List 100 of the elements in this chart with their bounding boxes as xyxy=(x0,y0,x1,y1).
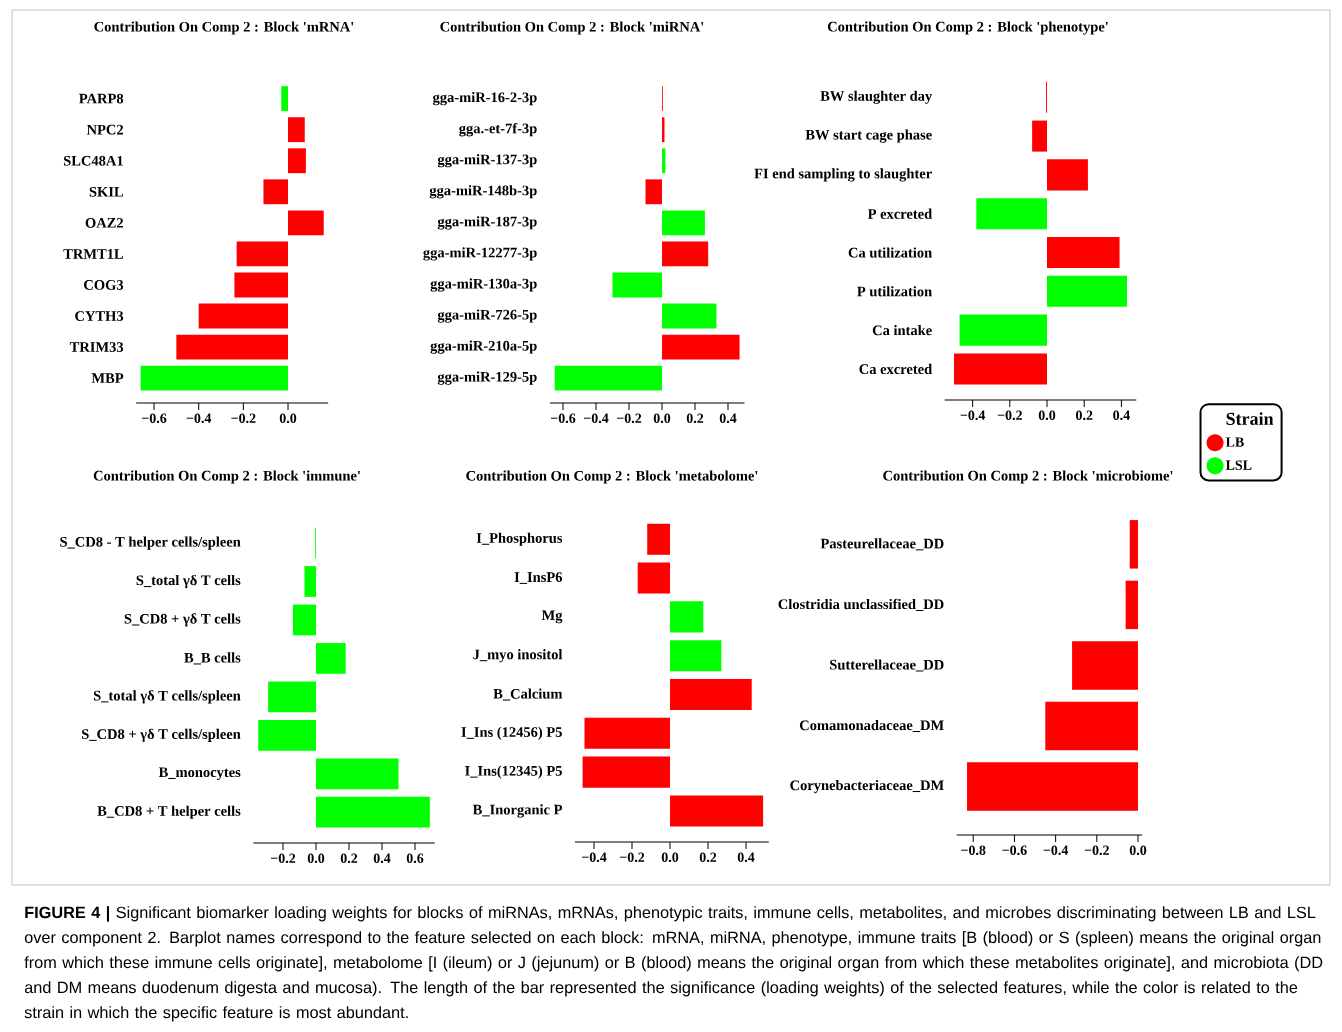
x-tick-label: 0.0 xyxy=(661,852,679,863)
x-tick-label: −0.2 xyxy=(617,413,642,424)
bar xyxy=(662,210,705,236)
bar xyxy=(645,179,662,205)
x-tick-label: −0.6 xyxy=(1002,845,1027,856)
x-tick-label: 0.6 xyxy=(406,853,424,864)
bar xyxy=(234,272,289,298)
bar xyxy=(281,86,289,112)
x-tick-label: 0.2 xyxy=(340,853,358,864)
x-tick-label: 0.2 xyxy=(1075,410,1093,421)
y-tick-label: Clostridia unclassified_DD xyxy=(778,598,944,611)
y-tick-label: B_monocytes xyxy=(158,767,241,781)
x-tick-label: 0.0 xyxy=(1129,845,1147,856)
y-tick-label: gga.-et-7f-3p xyxy=(459,122,537,137)
y-tick-label: Ca utilization xyxy=(848,247,932,258)
x-tick-label: 0.2 xyxy=(699,852,717,863)
x-tick-label: −0.4 xyxy=(584,413,609,424)
bar xyxy=(584,717,671,749)
y-tick-label: PARP8 xyxy=(79,93,124,104)
y-tick-label: B_B cells xyxy=(184,652,241,665)
y-tick-label: gga-miR-137-3p xyxy=(437,154,537,168)
y-tick-label: I_Ins (12456) P5 xyxy=(461,726,562,740)
x-tick-label: −0.4 xyxy=(582,852,607,863)
x-tick-label: 0.0 xyxy=(653,413,671,424)
y-tick-label: gga-miR-726-5p xyxy=(437,309,537,323)
y-tick-label: Ca excreted xyxy=(859,363,933,375)
x-tick-label: −0.6 xyxy=(551,413,576,424)
bar xyxy=(1047,159,1088,191)
bar xyxy=(1032,120,1048,152)
y-tick-label: gga-miR-130a-3p xyxy=(430,278,537,292)
x-tick-label: 0.2 xyxy=(686,413,704,424)
x-tick-label: 0.4 xyxy=(1113,410,1130,421)
chart-title: Contribution On Comp 2 : Block 'phenotype' xyxy=(827,21,1108,35)
y-tick-label: Corynebacteriaceae_DM xyxy=(790,779,944,794)
y-tick-label: SLC48A1 xyxy=(63,155,123,166)
x-tick-label: −0.2 xyxy=(231,413,256,424)
y-tick-label: Ca intake xyxy=(872,325,932,336)
bar xyxy=(954,353,1048,385)
y-tick-label: S_total γδ T cells/spleen xyxy=(93,690,241,704)
x-tick-label: −0.2 xyxy=(1084,845,1109,856)
bar xyxy=(258,719,316,751)
bar xyxy=(670,601,704,633)
y-tick-label: TRMT1L xyxy=(63,249,124,259)
bar xyxy=(637,562,671,594)
y-tick-label: S_total γδ T cells xyxy=(136,574,241,589)
y-tick-label: BW start cage phase xyxy=(805,129,932,143)
y-tick-label: NPC2 xyxy=(86,124,124,135)
y-tick-label: B_Inorganic P xyxy=(472,804,563,818)
bar xyxy=(288,148,306,174)
y-tick-label: MBP xyxy=(91,373,124,383)
y-tick-label: P utilization xyxy=(857,286,932,297)
y-tick-label: gga-miR-148b-3p xyxy=(429,185,537,199)
bar xyxy=(288,210,324,236)
x-tick-label: −0.4 xyxy=(186,413,212,424)
bar xyxy=(582,756,671,788)
y-tick-label: Comamonadaceae_DM xyxy=(799,719,944,733)
y-tick-label: SKIL xyxy=(89,186,124,197)
x-tick-label: 0.0 xyxy=(307,853,325,864)
x-tick-label: 0.0 xyxy=(1038,410,1056,421)
chart-title: Contribution On Comp 2 : Block 'mRNA' xyxy=(94,21,354,35)
x-tick-label: −0.2 xyxy=(271,853,296,864)
bar xyxy=(176,334,289,360)
bar xyxy=(316,758,399,790)
bar xyxy=(288,117,305,143)
y-tick-label: COG3 xyxy=(84,280,124,290)
chart-title: Contribution On Comp 2 : Block 'immune' xyxy=(93,470,360,484)
y-tick-label: S_CD8 + γδ T cells/spleen xyxy=(82,728,241,742)
bar xyxy=(198,303,289,329)
y-tick-label: FI end sampling to slaughter xyxy=(754,168,932,182)
x-tick-label: −0.2 xyxy=(997,410,1022,421)
bar xyxy=(1047,275,1127,307)
y-tick-label: P excreted xyxy=(867,208,933,219)
x-tick-label: 0.4 xyxy=(373,853,391,864)
bar xyxy=(268,681,316,713)
legend-label: LSL xyxy=(1225,460,1252,470)
bar xyxy=(670,678,752,711)
y-tick-label: BW slaughter day xyxy=(820,90,933,104)
y-tick-label: Pasteurellaceae_DD xyxy=(820,538,944,551)
bar xyxy=(263,179,289,205)
x-tick-label: 0.4 xyxy=(719,413,737,424)
x-tick-label: −0.6 xyxy=(142,413,167,424)
legend-title: Strain xyxy=(1226,412,1274,425)
y-tick-label: I_InsP6 xyxy=(514,572,563,584)
bar xyxy=(316,643,346,674)
x-tick-label: −0.2 xyxy=(620,852,645,863)
y-tick-label: Sutterellaceae_DD xyxy=(830,659,944,672)
y-tick-label: B_CD8 + T helper cells xyxy=(97,805,241,819)
y-tick-label: gga-miR-210a-5p xyxy=(430,340,537,354)
y-tick-label: gga-miR-16-2-3p xyxy=(432,91,537,106)
x-tick-label: 0.4 xyxy=(737,852,755,863)
bar xyxy=(662,303,717,329)
chart-title: Contribution On Comp 2 : Block 'metabolome' xyxy=(466,470,758,484)
y-tick-label: S_CD8 - T helper cells/spleen xyxy=(60,536,241,550)
x-tick-label: −0.4 xyxy=(960,410,986,421)
bar xyxy=(554,365,662,391)
y-tick-label: gga-miR-12277-3p xyxy=(423,247,537,261)
y-tick-label: J_myo inositol xyxy=(473,649,563,663)
chart-title: Contribution On Comp 2 : Block 'miRNA' xyxy=(440,21,704,35)
bar xyxy=(959,314,1048,346)
y-tick-label: I_Ins(12345) P5 xyxy=(465,765,562,779)
